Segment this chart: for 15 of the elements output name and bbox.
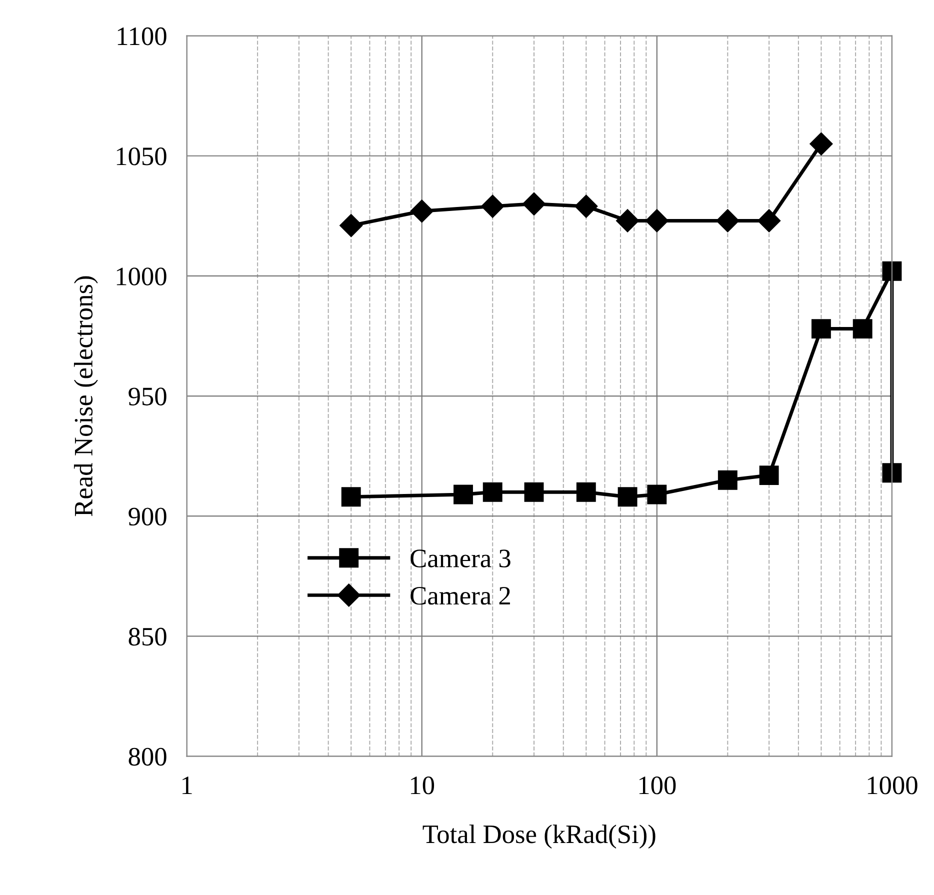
- y-axis-title: Read Noise (electrons): [74, 276, 98, 516]
- y-tick-label: 1050: [116, 147, 166, 166]
- legend-label: Camera 2: [410, 586, 510, 605]
- x-tick-label: 10: [410, 776, 434, 794]
- y-tick-label: 900: [128, 508, 166, 526]
- y-tick-label: 1000: [116, 268, 166, 286]
- y-tick-label: 1100: [118, 27, 166, 46]
- legend-label: Camera 3: [410, 550, 510, 568]
- y-tick-label: 850: [128, 628, 166, 646]
- x-tick-label: 100: [639, 776, 676, 794]
- y-tick-label: 950: [128, 388, 166, 406]
- x-axis-title: Total Dose (kRad(Si)): [422, 824, 656, 849]
- x-tick-label: 1: [182, 776, 192, 794]
- y-tick-label: 800: [128, 748, 166, 766]
- x-tick-label: 1000: [868, 776, 918, 794]
